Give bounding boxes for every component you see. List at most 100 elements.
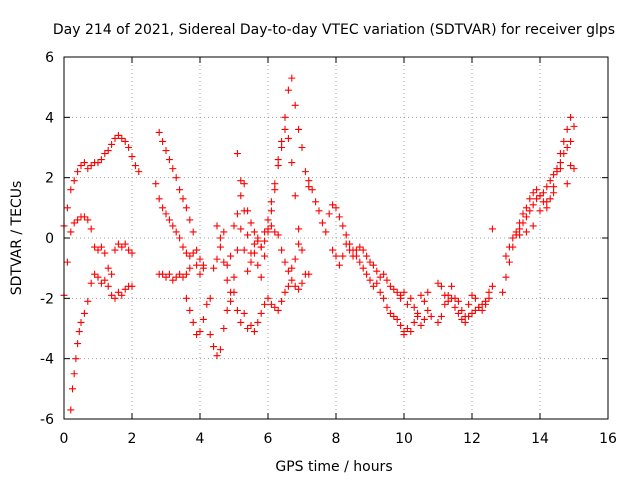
y-tick-label: 6	[45, 50, 54, 66]
data-point	[332, 252, 340, 260]
data-point	[196, 255, 204, 263]
data-point	[369, 261, 377, 269]
data-point	[522, 213, 530, 221]
data-point	[240, 246, 248, 254]
data-point	[176, 270, 184, 278]
y-axis-label: SDTVAR / TECUs	[9, 181, 25, 296]
data-point	[295, 240, 303, 248]
data-point	[189, 249, 197, 257]
data-point	[101, 150, 109, 158]
data-point	[125, 144, 133, 151]
data-point	[87, 225, 95, 233]
data-point	[264, 225, 272, 233]
data-point	[162, 147, 170, 155]
data-point	[264, 294, 272, 302]
data-point	[485, 288, 493, 296]
data-point	[230, 273, 238, 281]
data-point	[108, 270, 116, 278]
data-point	[424, 288, 432, 296]
data-point	[363, 270, 371, 278]
data-point	[254, 261, 262, 269]
data-point	[414, 312, 422, 320]
data-point	[91, 243, 99, 251]
data-point	[233, 150, 241, 158]
data-point	[465, 312, 473, 320]
data-point	[329, 246, 337, 254]
data-point	[213, 255, 221, 263]
data-point	[128, 153, 136, 161]
data-point	[77, 318, 85, 326]
data-point	[233, 246, 241, 254]
data-point	[478, 306, 486, 314]
data-point	[70, 177, 78, 185]
data-point	[454, 297, 462, 305]
data-point	[366, 276, 374, 284]
y-tick-label: 4	[45, 110, 54, 126]
data-point	[529, 189, 537, 197]
data-point	[220, 228, 228, 236]
data-point	[108, 140, 116, 148]
data-point	[135, 168, 143, 176]
data-point	[196, 270, 204, 278]
data-point	[84, 297, 92, 305]
series-track-j	[210, 125, 306, 296]
data-point	[203, 300, 211, 308]
data-point	[556, 159, 564, 167]
data-point	[533, 186, 541, 194]
data-point	[189, 228, 197, 236]
data-point	[104, 264, 112, 272]
data-point	[199, 264, 207, 272]
data-point	[216, 346, 224, 354]
data-point	[509, 234, 517, 242]
data-point	[186, 216, 194, 224]
data-point	[257, 243, 265, 251]
x-tick-label: 16	[599, 431, 617, 447]
data-point	[533, 195, 541, 203]
data-point	[128, 282, 136, 290]
data-point	[318, 219, 326, 227]
data-point	[111, 294, 119, 302]
data-point	[172, 228, 180, 236]
x-tick-label: 0	[60, 431, 69, 447]
data-point	[332, 204, 340, 212]
data-point	[125, 246, 133, 254]
data-point	[121, 285, 129, 293]
data-point	[482, 300, 490, 308]
data-point	[512, 228, 520, 236]
data-point	[376, 273, 384, 281]
data-point	[325, 210, 333, 218]
series-track-i	[213, 74, 313, 284]
data-point	[369, 282, 377, 290]
data-point	[393, 288, 401, 296]
data-point	[335, 261, 343, 269]
data-point	[165, 216, 173, 224]
data-point	[505, 258, 513, 266]
series-track-l	[305, 177, 408, 336]
data-point	[546, 177, 554, 185]
data-point	[434, 279, 442, 287]
data-point	[199, 315, 207, 323]
data-point	[179, 243, 187, 251]
data-point	[546, 195, 554, 203]
x-tick-label: 10	[395, 431, 413, 447]
data-point	[543, 183, 551, 191]
x-tick-label: 4	[196, 431, 205, 447]
series-track-t	[516, 162, 578, 239]
data-point	[169, 222, 177, 230]
data-point	[410, 318, 418, 326]
y-tick-label: 0	[45, 231, 54, 247]
data-point	[291, 101, 299, 109]
data-point	[213, 352, 221, 360]
data-point	[193, 246, 201, 254]
data-point	[80, 159, 88, 167]
data-point	[121, 240, 129, 248]
data-point	[284, 282, 292, 290]
data-point	[237, 318, 245, 326]
data-point	[352, 246, 360, 254]
data-point	[128, 249, 136, 257]
data-point	[274, 231, 282, 239]
data-point	[80, 213, 88, 221]
data-point	[543, 204, 551, 212]
data-point	[111, 134, 119, 142]
